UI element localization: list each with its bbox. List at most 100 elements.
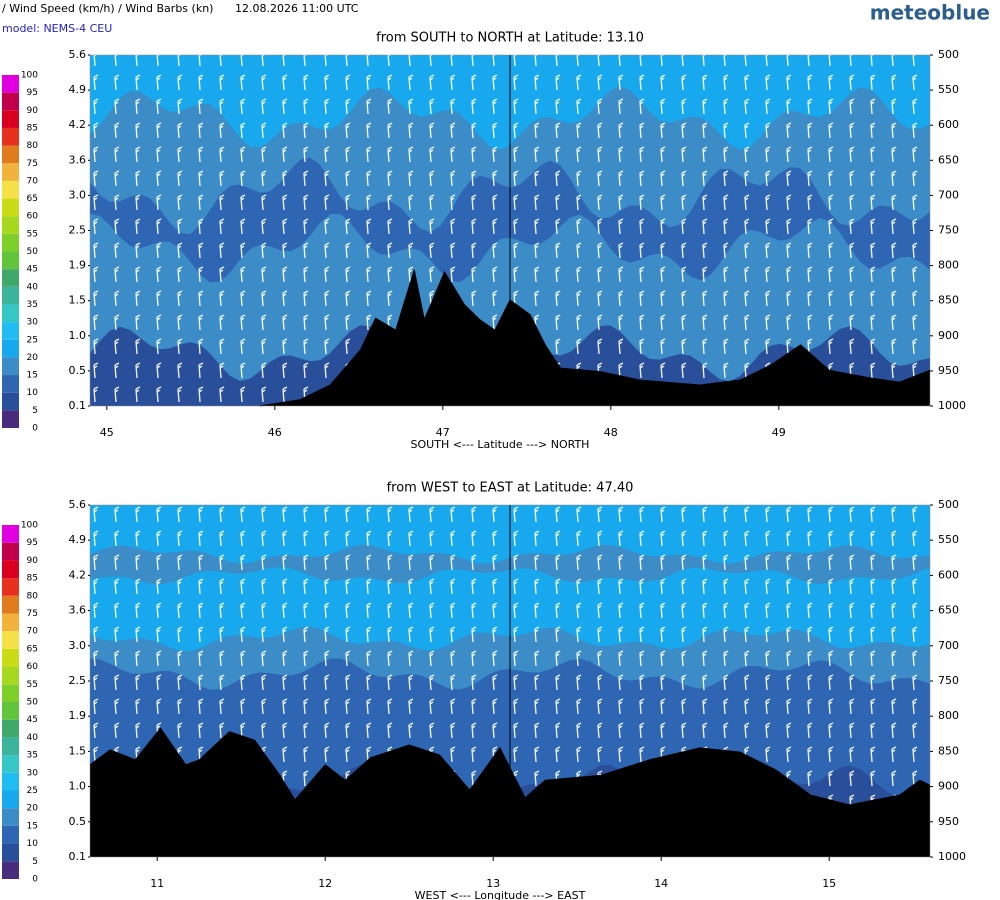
colorbar-label: 70 bbox=[27, 176, 39, 186]
colorbar-label: 95 bbox=[27, 538, 38, 548]
colorbar-box bbox=[2, 233, 19, 252]
x-tick-label: 47 bbox=[436, 426, 450, 439]
colorbar-label: 100 bbox=[21, 521, 38, 531]
colorbar-box bbox=[2, 322, 19, 340]
y2-tick-label: 600 bbox=[938, 568, 959, 581]
y-tick-label: 5.6 bbox=[69, 48, 87, 61]
colorbar-label: 55 bbox=[27, 680, 38, 690]
y2-tick-label: 950 bbox=[938, 815, 959, 828]
colorbar-label: 100 bbox=[21, 71, 38, 81]
colorbar-label: 60 bbox=[27, 212, 39, 222]
y2-tick-label: 850 bbox=[938, 294, 959, 307]
colorbar-label: 25 bbox=[27, 786, 38, 796]
chart-title: from WEST to EAST at Latitude: 47.40 bbox=[387, 481, 634, 496]
colorbar-box bbox=[2, 127, 19, 146]
terrain-fill bbox=[259, 269, 930, 406]
colorbar-box bbox=[2, 410, 19, 428]
colorbar-box bbox=[2, 339, 19, 358]
y-tick-label: 1.5 bbox=[69, 294, 87, 307]
colorbar-label: 45 bbox=[27, 265, 38, 275]
colorbar-box bbox=[2, 719, 19, 738]
colorbar-label: 15 bbox=[27, 821, 38, 831]
colorbar-box bbox=[2, 790, 19, 809]
y-tick-label: 5.6 bbox=[69, 498, 87, 511]
colorbar-label: 80 bbox=[27, 141, 39, 151]
y2-tick-label: 900 bbox=[938, 780, 959, 793]
y2-tick-label: 800 bbox=[938, 259, 959, 272]
colorbar-box bbox=[2, 163, 19, 181]
y-tick-label: 3.6 bbox=[69, 153, 87, 166]
colorbar-label: 30 bbox=[27, 768, 39, 778]
y-tick-label: 4.9 bbox=[69, 83, 87, 96]
y-tick-label: 2.5 bbox=[69, 224, 87, 237]
colorbar-box bbox=[2, 560, 19, 579]
y2-tick-label: 600 bbox=[938, 118, 959, 131]
colorbar-box bbox=[2, 198, 19, 217]
colorbar-label: 20 bbox=[27, 353, 39, 363]
colorbar-label: 30 bbox=[27, 318, 39, 328]
terrain bbox=[89, 727, 931, 806]
brand: meteoblue bbox=[870, 1, 990, 25]
y2-tick-label: 500 bbox=[938, 48, 959, 61]
y-tick-label: 4.9 bbox=[69, 533, 87, 546]
colorbar-box bbox=[2, 684, 19, 702]
colorbar-box bbox=[2, 180, 19, 199]
panel: from SOUTH to NORTH at Latitude: 13.10 0.… bbox=[2, 31, 966, 451]
y2-tick-label: 650 bbox=[938, 604, 959, 617]
colorbar-box bbox=[2, 613, 19, 632]
y2-tick-label: 950 bbox=[938, 364, 959, 377]
colorbar-label: 95 bbox=[27, 88, 38, 98]
y-tick-label: 3.0 bbox=[69, 639, 87, 652]
x-tick-label: 49 bbox=[772, 426, 786, 439]
x-axis-label: SOUTH <--- Latitude ---> NORTH bbox=[411, 438, 590, 451]
colorbar-label: 10 bbox=[27, 388, 39, 398]
y2-tick-label: 700 bbox=[938, 639, 959, 652]
y-tick-label: 1.5 bbox=[69, 744, 87, 757]
colorbar-label: 80 bbox=[27, 591, 39, 601]
colorbar-box bbox=[2, 145, 19, 164]
y2-tick-label: 550 bbox=[938, 83, 959, 96]
colorbar-box bbox=[2, 542, 19, 561]
colorbar-label: 65 bbox=[27, 194, 38, 204]
colorbar-box bbox=[2, 304, 19, 323]
x-tick-label: 13 bbox=[486, 877, 500, 890]
colorbar-label: 90 bbox=[27, 556, 39, 566]
terrain bbox=[259, 269, 931, 407]
colorbar-box bbox=[2, 772, 19, 791]
y2-tick-label: 1000 bbox=[938, 399, 966, 412]
x-tick-label: 14 bbox=[654, 877, 668, 890]
y-tick-label: 0.1 bbox=[69, 850, 87, 863]
model-name: model: NEMS-4 CEU bbox=[2, 22, 112, 35]
colorbar-box bbox=[2, 375, 19, 393]
colorbar-box bbox=[2, 251, 19, 270]
colorbar-label: 60 bbox=[27, 662, 39, 672]
colorbar-label: 5 bbox=[32, 857, 38, 867]
y-tick-label: 1.0 bbox=[69, 329, 87, 342]
x-axis-label: WEST <--- Longitude ---> EAST bbox=[415, 889, 586, 900]
colorbar-box bbox=[2, 92, 19, 111]
colorbar-box bbox=[2, 808, 19, 826]
colorbar-box bbox=[2, 392, 19, 411]
y2-tick-label: 550 bbox=[938, 533, 959, 546]
colorbar-label: 90 bbox=[27, 106, 39, 116]
colorbar-label: 20 bbox=[27, 804, 39, 814]
y-tick-label: 0.1 bbox=[69, 399, 87, 412]
colorbar-box bbox=[2, 75, 19, 93]
colorbar-box bbox=[2, 861, 19, 879]
y2-tick-label: 1000 bbox=[938, 850, 966, 863]
colorbar-label: 0 bbox=[32, 875, 38, 885]
colorbar-label: 5 bbox=[32, 406, 38, 416]
colorbar-label: 40 bbox=[27, 282, 39, 292]
y2-tick-label: 500 bbox=[938, 498, 959, 511]
colorbar-box bbox=[2, 825, 19, 844]
colorbar-box bbox=[2, 357, 19, 376]
colorbar-box bbox=[2, 702, 19, 720]
colorbar-label: 85 bbox=[27, 574, 38, 584]
y-tick-label: 1.9 bbox=[69, 259, 87, 272]
x-tick-label: 46 bbox=[268, 426, 282, 439]
colorbar-label: 0 bbox=[32, 424, 38, 434]
colorbar-box bbox=[2, 525, 19, 543]
colorbar-label: 35 bbox=[27, 300, 38, 310]
colorbar-label: 75 bbox=[27, 159, 38, 169]
